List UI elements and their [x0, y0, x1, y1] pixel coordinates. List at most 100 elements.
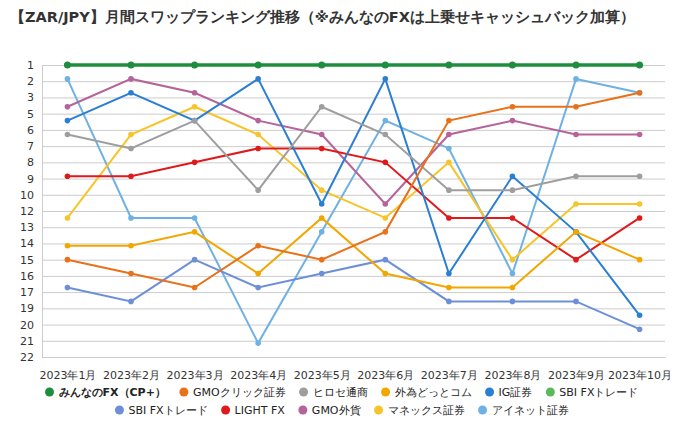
point: [573, 104, 579, 110]
point: [128, 215, 134, 221]
point: [510, 104, 516, 110]
point: [510, 215, 516, 221]
legend-item: SBI FXトレード: [115, 404, 208, 417]
point: [510, 187, 516, 193]
grid-line: [42, 97, 665, 98]
point: [65, 257, 71, 263]
y-tick: 1: [27, 59, 665, 72]
point: [255, 118, 261, 124]
point: [509, 62, 516, 69]
grid-line: [42, 292, 665, 293]
y-tick-label: 16: [20, 270, 34, 283]
legend-label: みんなのFX（CP+）: [59, 386, 166, 399]
legend-item: みんなのFX（CP+）: [45, 386, 166, 399]
y-tick-label: 20: [20, 319, 34, 332]
point: [192, 90, 198, 96]
grid-line: [42, 81, 665, 82]
legend-label: LIGHT FX: [235, 404, 286, 417]
legend-item: LIGHT FX: [221, 404, 285, 417]
point: [128, 62, 135, 69]
legend-label: IG証券: [499, 386, 533, 399]
point: [637, 90, 643, 96]
point: [382, 160, 388, 166]
legend-item: 外為どっとコム: [381, 386, 472, 399]
x-tick: 2023年1月: [39, 357, 96, 382]
point: [65, 118, 71, 124]
chart-container: 【ZAR/JPY】月間スワップランキング推移（※みんなのFXは上乗せキャッシュバ…: [0, 0, 680, 428]
y-tick: 22: [20, 351, 665, 364]
legend-item: GMOクリック証券: [179, 386, 285, 399]
point: [573, 257, 579, 263]
legend-marker: [179, 388, 188, 397]
series-line: [67, 79, 639, 315]
x-tick: 2023年8月: [484, 357, 541, 382]
point: [510, 118, 516, 124]
title: 【ZAR/JPY】月間スワップランキング推移（※みんなのFXは上乗せキャッシュバ…: [10, 9, 635, 25]
x-tick: 2023年10月: [608, 357, 672, 382]
y-tick: 16: [20, 270, 665, 283]
grid-line: [42, 211, 665, 212]
x-axis: 2023年1月2023年2月2023年3月2023年4月2023年5月2023年…: [39, 357, 672, 382]
series-line: [67, 79, 639, 343]
point: [446, 118, 452, 124]
point: [446, 299, 452, 305]
x-tick-label: 2023年9月: [548, 369, 605, 382]
x-tick-label: 2023年1月: [39, 369, 96, 382]
point: [510, 271, 516, 277]
point: [446, 285, 452, 291]
point: [446, 146, 452, 152]
grid-line: [42, 260, 665, 261]
y-tick-label: 2: [27, 75, 34, 88]
legend-marker: [485, 388, 494, 397]
y-tick-label: 14: [20, 237, 34, 250]
point: [255, 271, 261, 277]
point: [65, 173, 71, 179]
point: [446, 160, 452, 166]
y-tick-label: 5: [27, 108, 34, 121]
legend-item: アイネット証券: [478, 404, 569, 417]
point: [382, 118, 388, 124]
point: [636, 62, 643, 69]
grid-line: [42, 357, 665, 358]
grid-line: [42, 130, 665, 131]
x-tick: 2023年7月: [421, 357, 478, 382]
x-tick-label: 2023年2月: [103, 369, 160, 382]
point: [255, 340, 261, 346]
legend-label: 外為どっとコム: [395, 386, 472, 399]
point: [192, 285, 198, 291]
series: [65, 76, 643, 346]
legend-marker: [374, 406, 383, 415]
point: [637, 312, 643, 318]
point: [65, 132, 71, 138]
y-tick: 9: [27, 173, 665, 186]
point: [128, 299, 134, 305]
series-line: [67, 93, 639, 288]
point: [510, 173, 516, 179]
point: [382, 132, 388, 138]
x-tick: 2023年9月: [548, 357, 605, 382]
point: [192, 118, 198, 124]
grid-line: [42, 179, 665, 180]
point: [510, 299, 516, 305]
point: [65, 215, 71, 221]
point: [573, 173, 579, 179]
grid-line: [42, 325, 665, 326]
point: [255, 76, 261, 82]
point: [382, 76, 388, 82]
y-tick-label: 7: [27, 140, 34, 153]
legend-marker: [478, 406, 487, 415]
y-tick-label: 9: [27, 173, 34, 186]
legend: みんなのFX（CP+）GMOクリック証券ヒロセ通商外為どっとコムIG証券SBI …: [45, 386, 638, 417]
point: [318, 62, 325, 69]
x-tick-label: 2023年6月: [357, 369, 414, 382]
plot-area: [64, 62, 643, 346]
x-tick: 2023年5月: [294, 357, 351, 382]
point: [382, 201, 388, 207]
legend-label: GMOクリック証券: [193, 386, 286, 399]
legend-label: アイネット証券: [492, 404, 569, 417]
y-axis-line: [43, 66, 666, 358]
point: [573, 132, 579, 138]
point: [319, 257, 325, 263]
y-tick: 13: [20, 221, 665, 234]
legend-marker: [299, 388, 308, 397]
